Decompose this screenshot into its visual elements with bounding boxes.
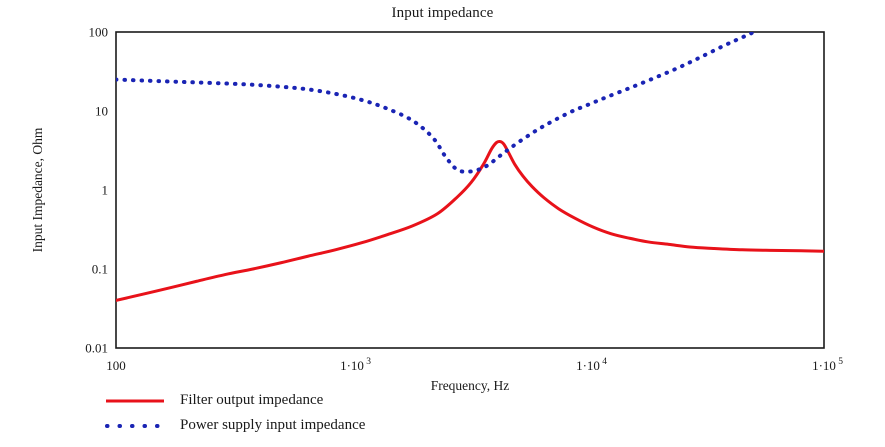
plot-frame <box>115 31 825 349</box>
y-tick-label: 1 <box>102 183 109 198</box>
svg-text:1·10: 1·10 <box>812 358 836 373</box>
y-axis-tick-labels: 100 10 1 0.1 0.01 <box>85 25 108 356</box>
y-axis-title: Input Impedance, Ohm <box>30 127 45 252</box>
legend-item-filter-output-impedance: Filter output impedance <box>104 388 524 413</box>
x-axis-title: Frequency, Hz <box>431 378 510 393</box>
chart-title: Input impedance <box>391 5 494 21</box>
y-axis-title-text: Input Impedance, Ohm <box>30 127 45 252</box>
svg-text:100: 100 <box>106 358 126 373</box>
svg-text:1·10: 1·10 <box>340 358 364 373</box>
svg-text:5: 5 <box>838 357 843 367</box>
x-tick-label: 1·10 3 <box>340 357 371 373</box>
series-lines <box>116 32 824 302</box>
legend-label-power-supply-input-impedance: Power supply input impedance <box>180 417 366 433</box>
x-tick-label: 100 <box>106 358 126 373</box>
series-line-power-supply-input-impedance <box>116 32 759 174</box>
legend-swatch-dotted-blue <box>104 419 166 433</box>
legend-swatch-solid-red <box>104 394 166 408</box>
chart-legend: Filter output impedance Power supply inp… <box>104 388 524 438</box>
series-line-filter-output-impedance <box>116 139 824 302</box>
x-axis-title-text: Frequency, Hz <box>431 378 510 393</box>
x-tick-label: 1·10 5 <box>812 357 843 373</box>
legend-label-filter-output-impedance: Filter output impedance <box>180 392 324 408</box>
y-tick-label: 0.01 <box>85 341 108 356</box>
y-tick-label: 0.1 <box>92 262 108 277</box>
svg-text:1·10: 1·10 <box>576 358 600 373</box>
x-axis-tick-labels: 100 1·10 3 1·10 4 1·10 5 <box>106 357 843 373</box>
y-tick-label: 100 <box>89 25 109 40</box>
plot-border <box>115 31 825 349</box>
x-tick-label: 1·10 4 <box>576 357 607 373</box>
svg-text:3: 3 <box>366 357 371 367</box>
y-tick-label: 10 <box>95 104 108 119</box>
legend-item-power-supply-input-impedance: Power supply input impedance <box>104 413 524 438</box>
svg-text:4: 4 <box>602 357 607 367</box>
